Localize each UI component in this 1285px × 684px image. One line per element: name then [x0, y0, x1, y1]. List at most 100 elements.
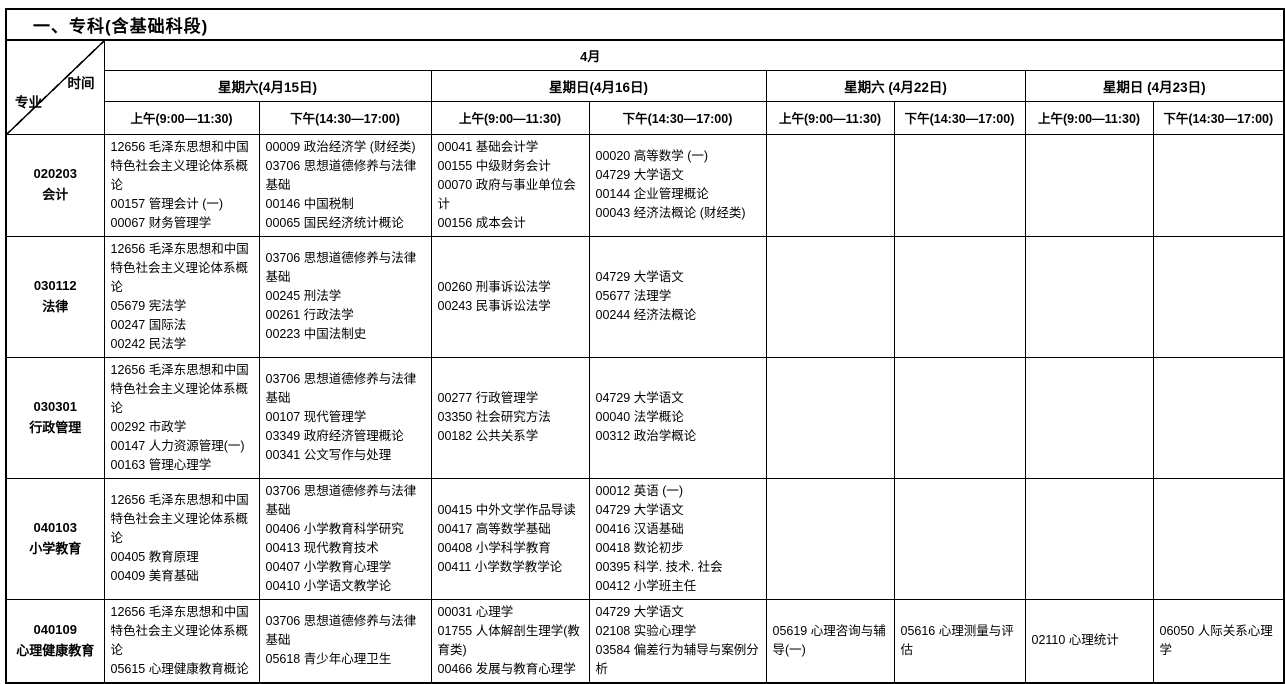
course-item: 00043 经济法概论 (财经类) — [595, 206, 746, 220]
exam-slot-cell — [765, 133, 895, 237]
exam-slot-cell: 00020 高等数学 (一) 04729 大学语文 00144 企业管理概论 0004… — [588, 133, 767, 237]
exam-slot-cell — [765, 477, 895, 600]
exam-slot-cell: 12656 毛泽东思想和中国特色社会主义理论体系概论 00157 管理会计 (一)… — [103, 133, 260, 237]
course-item: 00417 高等数学基础 — [437, 521, 551, 536]
session-apr22-am: 上午(9:00—11:30) — [765, 100, 895, 135]
course-item: 01755 人体解剖生理学(教育类) — [437, 623, 580, 657]
course-item: 00009 政治经济学 (财经类) — [265, 139, 416, 154]
exam-slot-cell: 03706 思想道德修养与法律基础 05618 青少年心理卫生 — [258, 598, 432, 683]
exam-slot-cell: 03706 思想道德修养与法律基础 00245 刑法学 00261 行政法学 0022… — [258, 235, 432, 358]
course-item: 00144 企业管理概论 — [595, 187, 709, 201]
major-row-030301: 030301 行政管理 12656 毛泽东思想和中国特色社会主义理论体系概论 0029… — [5, 356, 1285, 479]
course-item: 00277 行政管理学 — [437, 391, 539, 405]
course-item: 00312 政治学概论 — [595, 429, 697, 443]
exam-slot-cell: 00009 政治经济学 (财经类) 03706 思想道德修养与法律基础 00146 … — [258, 133, 432, 237]
course-item: 12656 毛泽东思想和中国特色社会主义理论体系概论 — [110, 493, 249, 545]
course-item: 12656 毛泽东思想和中国特色社会主义理论体系概论 — [110, 604, 249, 657]
day-header-sun-apr16: 星期日(4月16日) — [430, 69, 767, 102]
course-item: 04729 大学语文 — [595, 604, 684, 619]
day-header-row: 星期六(4月15日) 星期日(4月16日) 星期六 (4月22日) 星期日 (4… — [6, 69, 1285, 102]
exam-slot-cell: 03706 思想道德修养与法律基础 00406 小学教育科学研究 00413 现代教… — [258, 477, 432, 600]
course-item: 06050 人际关系心理学 — [1159, 623, 1273, 657]
major-name: 行政管理 — [29, 419, 82, 435]
session-apr22-pm: 下午(14:30—17:00) — [893, 100, 1026, 135]
major-row-030112: 030112 法律 12656 毛泽东思想和中国特色社会主义理论体系概论 05679 … — [5, 235, 1285, 358]
exam-slot-cell: 02110 心理统计 — [1024, 598, 1154, 683]
major-label: 020203 会计 — [5, 133, 105, 237]
major-name: 会计 — [42, 187, 69, 202]
exam-slot-cell — [1024, 235, 1154, 358]
corner-time-label: 时间 — [67, 76, 95, 92]
corner-header-cell: 时间 专业 — [5, 39, 105, 135]
major-label: 030112 法律 — [5, 235, 105, 358]
course-item: 03706 思想道德修养与法律基础 — [265, 372, 417, 405]
major-label: 040103 小学教育 — [5, 477, 105, 600]
exam-slot-cell — [893, 235, 1026, 358]
course-item: 00412 小学班主任 — [595, 578, 697, 593]
course-item: 00223 中国法制史 — [265, 327, 367, 341]
course-item: 02110 心理统计 — [1031, 633, 1119, 647]
session-apr16-pm: 下午(14:30—17:00) — [588, 100, 767, 135]
course-item: 00146 中国税制 — [265, 196, 354, 211]
course-item: 04729 大学语文 — [595, 270, 684, 284]
course-item: 00157 管理会计 (一) — [110, 196, 224, 211]
session-apr15-am: 上午(9:00—11:30) — [103, 100, 260, 135]
course-item: 00409 美育基础 — [110, 569, 199, 583]
course-item: 12656 毛泽东思想和中国特色社会主义理论体系概论 — [110, 241, 249, 294]
course-item: 00407 小学教育心理学 — [265, 559, 392, 574]
course-item: 00020 高等数学 (一) — [595, 149, 709, 163]
major-label: 030301 行政管理 — [5, 356, 105, 479]
major-row-040103: 040103 小学教育 12656 毛泽东思想和中国特色社会主义理论体系概论 0040… — [5, 477, 1285, 600]
corner-major-label: 专业 — [15, 94, 42, 110]
exam-slot-cell: 04729 大学语文 02108 实验心理学 03584 偏差行为辅导与案例分析 — [588, 598, 767, 683]
exam-slot-cell: 12656 毛泽东思想和中国特色社会主义理论体系概论 05615 心理健康教育概论 — [103, 598, 260, 683]
exam-slot-cell: 04729 大学语文 05677 法理学 00244 经济法概论 — [588, 235, 767, 358]
course-item: 03706 思想道德修养与法律基础 — [265, 158, 417, 192]
exam-slot-cell — [893, 356, 1026, 479]
course-item: 00147 人力资源管理(一) — [110, 438, 245, 453]
course-item: 00261 行政法学 — [265, 308, 354, 322]
exam-slot-cell: 12656 毛泽东思想和中国特色社会主义理论体系概论 05679 宪法学 00247… — [103, 235, 260, 358]
exam-slot-cell: 00031 心理学 01755 人体解剖生理学(教育类) 00466 发展与教育心理… — [430, 598, 590, 683]
exam-slot-cell: 06050 人际关系心理学 — [1152, 598, 1285, 683]
course-item: 00031 心理学 — [437, 604, 514, 619]
exam-slot-cell — [765, 356, 895, 479]
course-item: 03350 社会研究方法 — [437, 410, 551, 424]
exam-slot-cell — [893, 133, 1026, 237]
exam-slot-cell — [1024, 477, 1154, 600]
course-item: 00413 现代教育技术 — [265, 540, 379, 555]
course-item: 00067 财务管理学 — [110, 215, 212, 230]
course-item: 05677 法理学 — [595, 289, 672, 303]
course-item: 05679 宪法学 — [110, 298, 187, 313]
session-apr23-pm: 下午(14:30—17:00) — [1152, 100, 1285, 135]
course-item: 05616 心理测量与评估 — [900, 623, 1014, 657]
day-header-sat-apr22: 星期六 (4月22日) — [765, 69, 1026, 102]
exam-schedule-page: 一、专科(含基础科段) 时间 专业 4月 星期六(4月15日) 星期日(4月16… — [5, 8, 1285, 684]
title-row: 一、专科(含基础科段) — [5, 8, 1285, 41]
course-item: 00405 教育原理 — [110, 550, 199, 564]
exam-slot-cell: 00012 英语 (一) 04729 大学语文 00416 汉语基础 00418 数论… — [588, 477, 767, 600]
course-item: 00163 管理心理学 — [110, 457, 212, 472]
course-item: 03706 思想道德修养与法律基础 — [265, 251, 417, 284]
course-item: 00406 小学教育科学研究 — [265, 521, 404, 536]
month-header: 4月 — [103, 39, 1285, 71]
course-item: 03706 思想道德修养与法律基础 — [265, 614, 417, 647]
course-item: 00182 公共关系学 — [437, 429, 539, 443]
exam-slot-cell — [1152, 356, 1285, 479]
course-item: 00341 公文写作与处理 — [265, 448, 392, 462]
exam-slot-cell: 00415 中外文学作品导读 00417 高等数学基础 00408 小学科学教育 00… — [430, 477, 590, 600]
course-item: 00411 小学数学教学论 — [437, 559, 563, 574]
course-item: 00040 法学概论 — [595, 410, 684, 424]
course-item: 00415 中外文学作品导读 — [437, 502, 576, 517]
major-code: 030301 — [33, 398, 77, 414]
exam-slot-cell — [1024, 133, 1154, 237]
exam-slot-cell: 04729 大学语文 00040 法学概论 00312 政治学概论 — [588, 356, 767, 479]
exam-slot-cell: 00041 基础会计学 00155 中级财务会计 00070 政府与事业单位会计 00… — [430, 133, 590, 237]
course-item: 04729 大学语文 — [595, 391, 684, 405]
course-item: 00416 汉语基础 — [595, 521, 684, 536]
course-item: 00065 国民经济统计概论 — [265, 215, 404, 230]
major-row-020203: 020203 会计 12656 毛泽东思想和中国特色社会主义理论体系概论 00157 … — [5, 133, 1285, 237]
course-item: 03706 思想道德修养与法律基础 — [265, 483, 417, 517]
major-label: 040109 心理健康教育 — [5, 598, 105, 683]
exam-slot-cell — [1152, 477, 1285, 600]
